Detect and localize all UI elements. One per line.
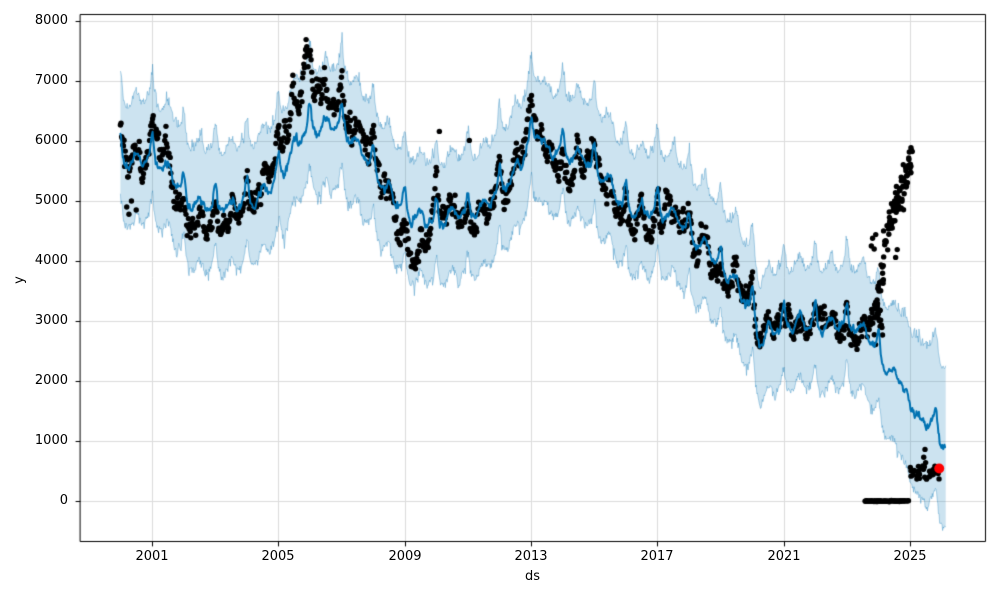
- y-tick-label: 3000: [34, 313, 68, 328]
- x-tick-label: 2025: [893, 549, 927, 564]
- x-axis-title: ds: [524, 569, 541, 584]
- x-tick-label: 2005: [261, 549, 295, 564]
- x-tick-label: 2013: [514, 549, 548, 564]
- y-tick-label: 0: [59, 493, 68, 508]
- y-axis-title: y: [12, 276, 27, 284]
- x-tick-label: 2009: [388, 549, 422, 564]
- x-tick-label: 2001: [135, 549, 169, 564]
- y-tick-label: 1000: [34, 433, 68, 448]
- y-tick-label: 4000: [34, 253, 68, 268]
- y-tick-label: 6000: [34, 133, 68, 148]
- y-tick-label: 5000: [34, 193, 68, 208]
- x-tick-label: 2021: [767, 549, 801, 564]
- x-tick-label: 2017: [640, 549, 674, 564]
- y-tick-label: 7000: [34, 73, 68, 88]
- y-tick-label: 8000: [34, 13, 68, 28]
- y-tick-label: 2000: [34, 373, 68, 388]
